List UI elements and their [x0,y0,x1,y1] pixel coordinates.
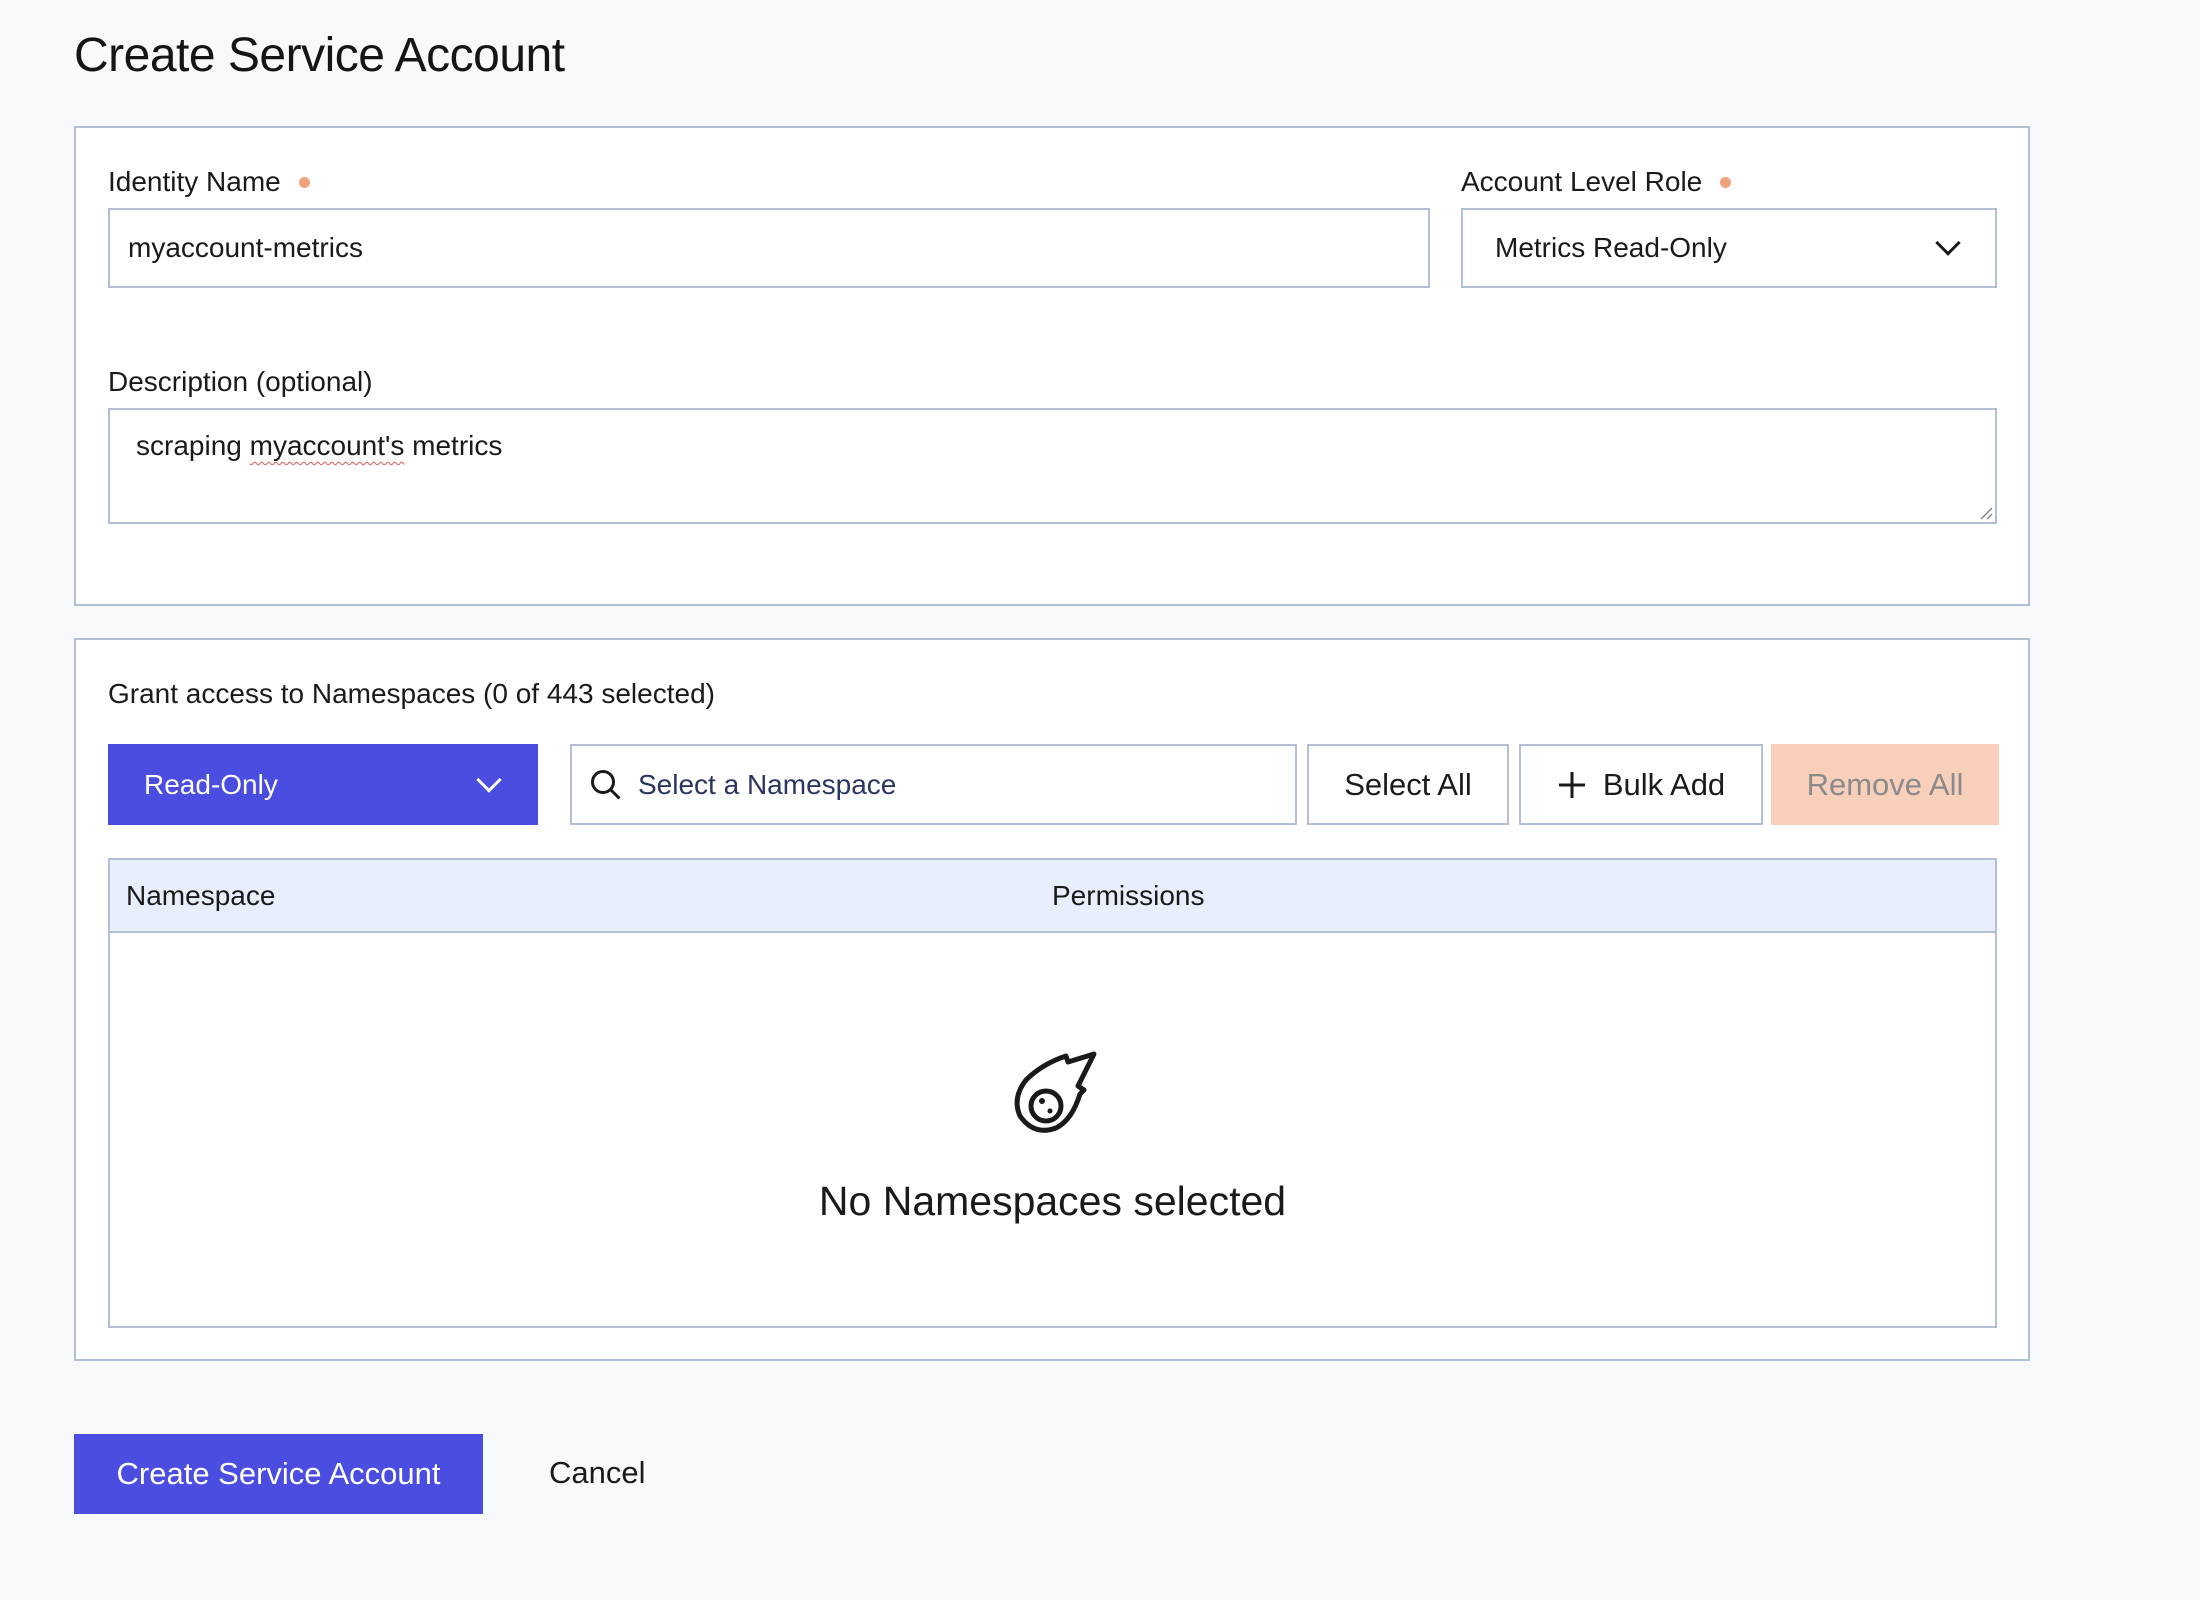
namespaces-heading: Grant access to Namespaces (0 of 443 sel… [108,678,715,709]
page-title: Create Service Account [74,29,565,82]
column-header-namespace[interactable]: Namespace [126,880,276,911]
description-text: scraping [136,430,250,461]
namespace-search-placeholder: Select a Namespace [638,768,897,800]
cancel-button[interactable]: Cancel [549,1455,646,1490]
description-label: Description (optional) [108,366,373,398]
empty-state-text: No Namespaces selected [818,1178,1287,1224]
chevron-down-icon [476,766,502,793]
description-misspelled-word: myaccount's [249,430,405,461]
description-textarea[interactable]: scraping myaccount's metrics [108,408,1997,524]
identity-name-label-text: Identity Name [108,166,281,197]
namespaces-card: Grant access to Namespaces (0 of 443 sel… [74,638,2030,1361]
namespace-search-input[interactable]: Select a Namespace [570,744,1297,825]
comet-icon [1014,1051,1097,1133]
permission-select-value: Read-Only [144,768,278,800]
select-all-button[interactable]: Select All [1307,744,1509,825]
required-indicator [298,176,310,188]
account-details-card: Identity Name myaccount-metrics Account … [74,126,2030,606]
chevron-down-icon [1935,230,1961,256]
account-level-role-value: Metrics Read-Only [1495,232,1727,263]
remove-all-button[interactable]: Remove All [1771,744,1999,825]
namespaces-table: Namespace Permissions No Namespaces sele… [108,858,1997,1328]
account-level-role-select[interactable]: Metrics Read-Only [1461,208,1997,288]
required-indicator [1720,176,1732,188]
column-header-permissions[interactable]: Permissions [1052,880,1205,911]
plus-icon [1558,771,1585,798]
identity-name-label: Identity Name [108,166,310,198]
account-level-role-label-text: Account Level Role [1461,166,1703,197]
resize-handle-icon[interactable] [1977,504,1993,520]
account-level-role-label: Account Level Role [1461,166,1732,198]
identity-name-input[interactable]: myaccount-metrics [108,208,1430,288]
bulk-add-label: Bulk Add [1602,766,1726,802]
description-label-text: Description (optional) [108,366,373,397]
bulk-add-button[interactable]: Bulk Add [1519,744,1763,825]
identity-name-value: myaccount-metrics [128,232,363,263]
create-service-account-button[interactable]: Create Service Account [74,1434,483,1514]
description-text-end: metrics [404,430,503,461]
permission-select[interactable]: Read-Only [108,744,538,825]
table-header: Namespace Permissions [110,860,1995,933]
search-icon [591,769,621,800]
